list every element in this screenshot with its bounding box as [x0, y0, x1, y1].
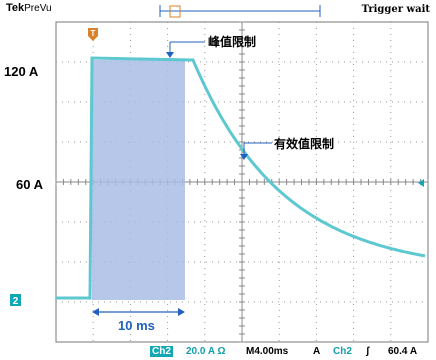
trigger-marker-label: T: [91, 29, 96, 38]
peak-duration-region: [92, 60, 185, 300]
brand-logo: TekPreVu: [6, 2, 52, 14]
y-label-120a: 120 A: [4, 64, 39, 79]
trigger-marker: T: [88, 28, 98, 41]
scope-display: T 2: [10, 5, 429, 343]
duration-arrow: [92, 308, 185, 316]
trigger-level[interactable]: 60.4 A: [388, 346, 418, 357]
duration-label: 10 ms: [118, 318, 155, 333]
timebase[interactable]: M4.00ms: [246, 346, 289, 357]
trigger-status: Trigger wait: [361, 4, 430, 15]
rms-limit-arrow: [240, 142, 272, 160]
brand-name: Tek: [6, 2, 25, 14]
channel-marker: 2: [10, 294, 21, 307]
trigger-source[interactable]: Ch2: [333, 346, 352, 357]
channel-indicator[interactable]: Ch2: [150, 346, 173, 357]
record-view-bar: [159, 5, 321, 18]
peak-limit-label: 峰值限制: [208, 35, 257, 49]
channel-marker-label: 2: [13, 296, 19, 307]
coupling: A: [313, 346, 321, 357]
rms-limit-label: 有效值限制: [274, 137, 335, 151]
y-label-60a: 60 A: [16, 177, 43, 192]
trigger-slope: ʃ: [366, 346, 370, 357]
mode-label: PreVu: [24, 3, 52, 14]
trigger-level-arrow: [418, 179, 424, 187]
waveform-trace: [56, 56, 426, 300]
vertical-scale[interactable]: 20.0 A Ω: [186, 346, 226, 357]
peak-limit-arrow: [166, 41, 205, 58]
